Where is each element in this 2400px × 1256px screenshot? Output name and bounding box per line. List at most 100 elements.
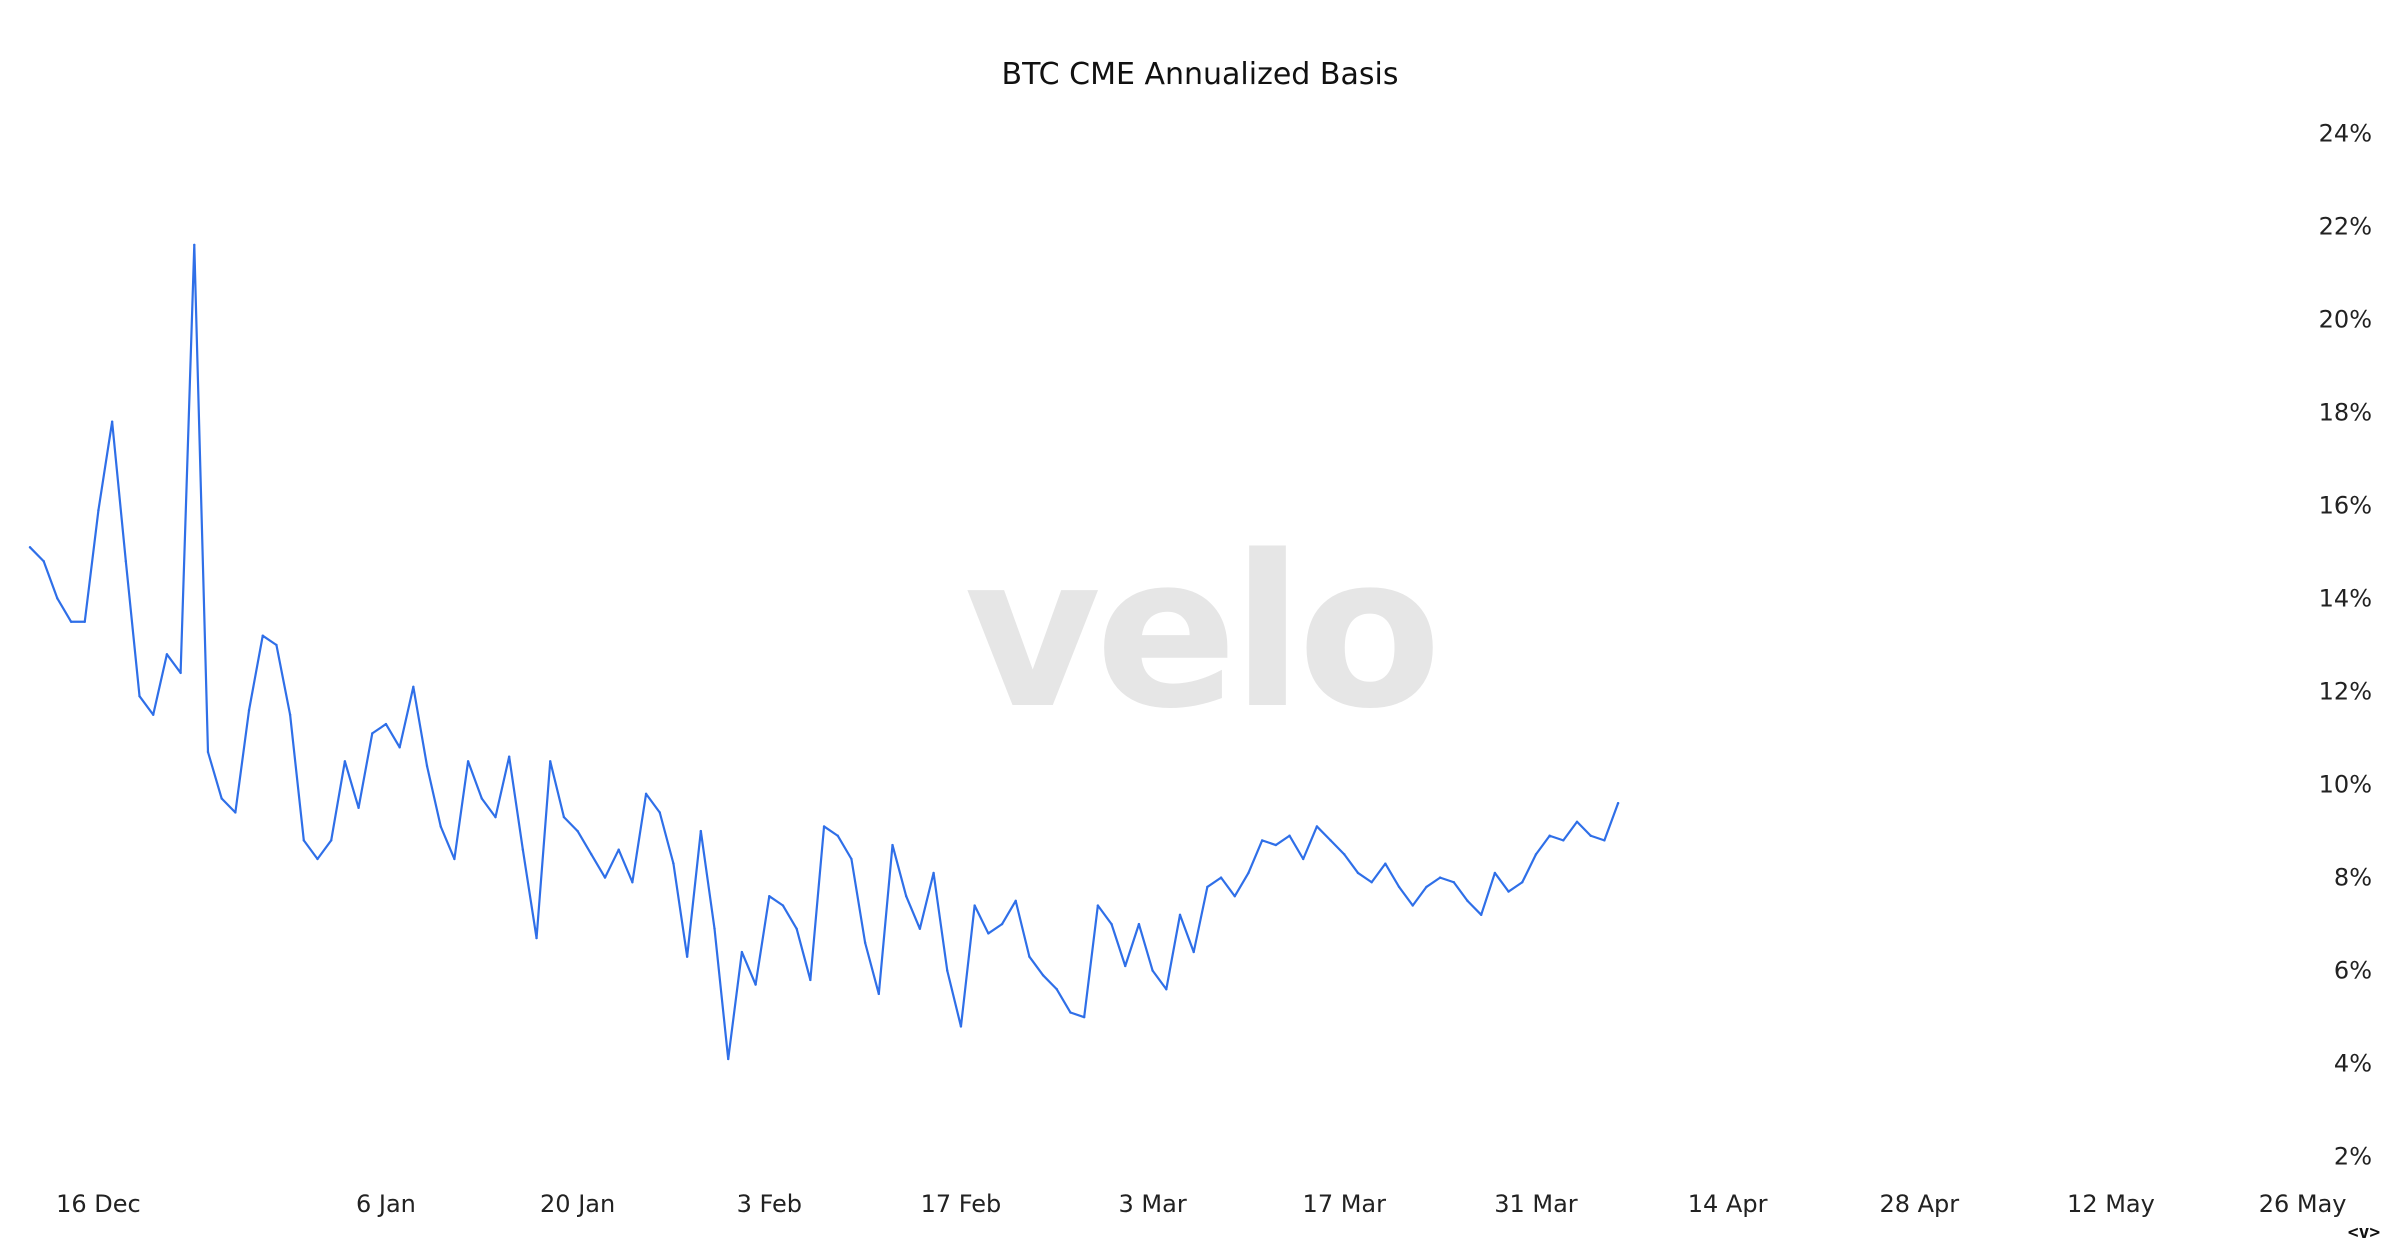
data-point <box>1438 876 1442 879</box>
data-point <box>1603 839 1606 842</box>
data-point <box>193 243 196 247</box>
data-point <box>959 1025 963 1028</box>
y-axis: 2% 4% 6% 8% 10% 12% 14% 16% 18% 20% 22% 24% <box>2319 119 2372 1170</box>
data-point <box>644 792 648 796</box>
data-point <box>412 685 415 689</box>
data-point <box>863 941 867 944</box>
x-tick-label: 17 Mar <box>1303 1190 1387 1218</box>
data-point <box>1575 820 1579 823</box>
data-point <box>83 620 86 623</box>
data-point <box>1014 899 1017 903</box>
x-tick-label: 28 Apr <box>1879 1190 1959 1218</box>
data-point <box>165 653 169 656</box>
data-point <box>1124 964 1127 968</box>
data-point <box>946 969 949 972</box>
x-tick-label: 16 Dec <box>56 1190 141 1218</box>
data-point <box>836 834 839 837</box>
data-point <box>316 857 319 861</box>
data-point <box>28 546 32 549</box>
data-point <box>179 671 182 675</box>
data-point <box>1452 881 1456 884</box>
data-point <box>466 760 470 763</box>
data-point <box>904 895 908 898</box>
y-tick-label: 14% <box>2319 584 2372 612</box>
data-point <box>1151 969 1154 972</box>
data-point <box>152 713 155 716</box>
data-point <box>398 746 401 749</box>
y-tick-label: 6% <box>2334 957 2372 985</box>
data-point <box>343 760 347 763</box>
x-tick-label: 26 May <box>2259 1190 2347 1218</box>
x-tick-label: 6 Jan <box>356 1190 416 1218</box>
data-point <box>1534 853 1538 856</box>
data-point <box>1219 876 1223 879</box>
x-tick-label: 20 Jan <box>540 1190 615 1218</box>
data-point <box>1260 839 1264 842</box>
data-point <box>1055 988 1058 991</box>
data-point <box>1507 890 1510 893</box>
data-point <box>987 932 990 935</box>
data-point <box>247 708 251 712</box>
y-tick-label: 2% <box>2334 1143 2372 1171</box>
data-point <box>1041 974 1045 977</box>
plot-area <box>28 243 1620 1061</box>
data-point <box>69 620 73 623</box>
data-point <box>56 597 59 600</box>
data-point <box>1356 871 1360 875</box>
y-tick-label: 8% <box>2334 864 2372 892</box>
data-point <box>1343 853 1346 856</box>
data-point <box>1192 950 1195 954</box>
data-point <box>590 853 593 856</box>
data-point <box>275 643 278 647</box>
x-tick-label: 3 Feb <box>737 1190 802 1218</box>
data-point <box>357 806 360 810</box>
y-tick-label: 10% <box>2319 771 2372 799</box>
data-point <box>713 927 716 930</box>
data-point <box>727 1057 730 1061</box>
data-point <box>261 634 264 637</box>
data-point <box>617 848 620 851</box>
data-point <box>1562 839 1565 842</box>
data-point <box>453 857 456 861</box>
data-point <box>1521 881 1524 884</box>
y-tick-label: 22% <box>2319 212 2372 240</box>
data-point <box>1165 988 1168 991</box>
data-point <box>1110 922 1113 926</box>
data-point <box>1411 904 1414 907</box>
data-point <box>781 904 785 907</box>
data-point <box>603 876 607 879</box>
y-tick-label: 24% <box>2319 119 2372 147</box>
y-tick-label: 18% <box>2319 398 2372 426</box>
data-point <box>1397 885 1401 889</box>
data-point <box>740 950 744 954</box>
data-point <box>549 760 552 763</box>
data-point <box>658 811 661 814</box>
data-point <box>631 881 634 884</box>
x-tick-label: 12 May <box>2067 1190 2155 1218</box>
data-point <box>97 508 100 512</box>
data-point <box>1028 955 1031 958</box>
data-point <box>973 904 976 907</box>
velo-watermark: velo <box>964 510 1436 755</box>
y-tick-label: 16% <box>2319 491 2372 519</box>
data-point <box>288 713 292 716</box>
y-tick-label: 12% <box>2319 678 2372 706</box>
data-point <box>1233 895 1236 898</box>
chart-navigation-control[interactable]: <v> <box>2348 1222 2381 1243</box>
data-point <box>1096 904 1100 907</box>
data-point <box>1302 857 1305 861</box>
chart-title: BTC CME Annualized Basis <box>1002 57 1399 92</box>
data-point <box>685 955 689 958</box>
data-point <box>138 694 141 698</box>
data-point <box>1274 843 1278 847</box>
data-point <box>507 755 511 758</box>
data-point <box>1329 839 1332 842</box>
data-point <box>562 815 566 819</box>
data-point <box>850 857 853 861</box>
data-point <box>206 750 210 754</box>
data-point <box>521 848 525 851</box>
data-point <box>480 797 483 800</box>
data-point <box>1288 834 1291 837</box>
data-point <box>234 811 237 814</box>
data-point <box>535 936 538 940</box>
